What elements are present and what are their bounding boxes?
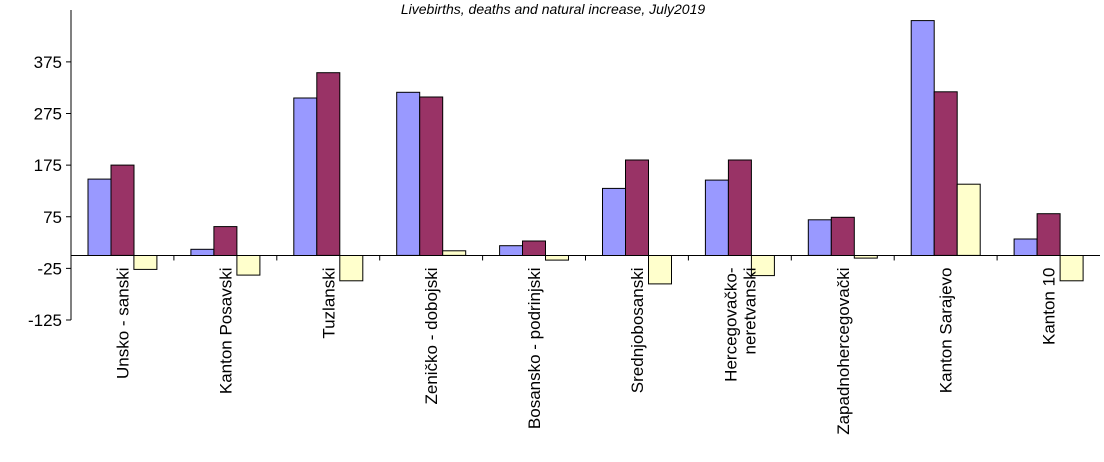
category-label-line: Kanton Sarajevo (937, 268, 956, 394)
category-label: Bosansko - podrinjski (525, 268, 544, 430)
y-tick-label: 375 (34, 53, 62, 72)
bar-s1-7 (704, 179, 729, 257)
y-tick-label: 175 (34, 156, 62, 175)
y-tick-label: 75 (43, 208, 62, 227)
bar-s1-9 (910, 20, 935, 256)
bar-s2-3 (316, 72, 341, 256)
bar-s1-5 (499, 245, 524, 256)
category-label-line: Bosansko - podrinjski (525, 268, 544, 430)
bar-s1-2 (190, 248, 215, 257)
category-label: Srednjobosanski (628, 268, 647, 394)
category-label-line: Kanton Posavski (216, 268, 235, 395)
y-tick-label: -125 (28, 311, 62, 330)
bar-s2-1 (110, 164, 135, 256)
bar-s2-2 (213, 226, 238, 257)
chart-title: Livebirths, deaths and natural increase,… (401, 1, 706, 17)
labels: 375 275 175 75 -25 -125 Unsko - sanski Kanton P… (28, 53, 1059, 435)
bar-s3-2 (236, 255, 261, 276)
category-label: Kanton Posavski (216, 268, 235, 395)
bar-s2-5 (522, 240, 546, 256)
category-label: Zeničko - dobojski (422, 268, 441, 405)
category-label-line: neretvanski (740, 268, 759, 355)
bar-s2-10 (1036, 213, 1061, 256)
category-label: Unsko - sanski (114, 268, 133, 379)
y-tick-label: -25 (37, 259, 62, 278)
category-label-line: Zapadnohercegovački (834, 268, 853, 435)
bar-s3-3 (339, 255, 364, 282)
category-label-line: Hercegovačko- (721, 268, 740, 382)
bar-s2-8 (830, 216, 855, 257)
category-label-line: Kanton 10 (1040, 268, 1059, 346)
bar-s1-6 (602, 187, 626, 256)
category-label: Tuzlanski (319, 268, 338, 339)
category-label-line: Tuzlanski (319, 268, 338, 339)
category-label: Hercegovačko-neretvanski (721, 268, 759, 382)
bar-s3-9 (956, 183, 981, 256)
category-label-line: Zeničko - dobojski (422, 268, 441, 405)
bar-s3-6 (648, 255, 672, 285)
bar-s2-4 (419, 96, 444, 256)
category-label: Kanton 10 (1040, 268, 1059, 346)
bar-s1-1 (87, 178, 112, 257)
category-label-line: Srednjobosanski (628, 268, 647, 394)
bar-s3-5 (545, 255, 569, 261)
bar-s2-6 (625, 159, 649, 256)
category-label: Kanton Sarajevo (937, 268, 956, 394)
bar-s1-3 (293, 97, 318, 256)
bar-s2-9 (933, 91, 958, 256)
bar-s2-7 (727, 159, 752, 256)
axes (66, 10, 1100, 321)
bar-s3-10 (1059, 255, 1084, 282)
bar-s3-1 (133, 255, 158, 270)
bar-s3-4 (442, 250, 467, 256)
bar-s1-10 (1013, 238, 1038, 256)
bar-s1-8 (807, 219, 832, 256)
bar-s1-4 (396, 91, 421, 256)
y-tick-label: 275 (34, 105, 62, 124)
category-label-line: Unsko - sanski (114, 268, 133, 379)
category-label: Zapadnohercegovački (834, 268, 853, 435)
bars (87, 20, 1084, 285)
